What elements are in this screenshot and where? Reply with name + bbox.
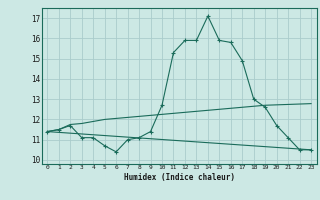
X-axis label: Humidex (Indice chaleur): Humidex (Indice chaleur): [124, 173, 235, 182]
